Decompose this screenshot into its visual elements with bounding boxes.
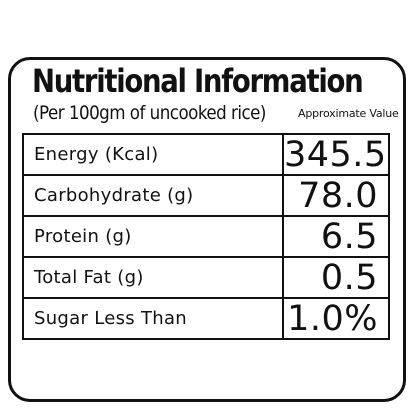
table-row: Total Fat (g) 0.5: [22, 256, 390, 299]
nutrition-table: Energy (Kcal) 345.5 Carbohydrate (g) 78.…: [22, 133, 390, 340]
serving-basis: (Per 100gm of uncooked rice): [33, 102, 266, 124]
table-row: Protein (g) 6.5: [22, 215, 390, 258]
total-fat-value: 0.5: [282, 256, 390, 299]
nutrition-panel: [8, 57, 406, 402]
total-fat-label: Total Fat (g): [22, 256, 284, 299]
subtitle-line: (Per 100gm of uncooked rice): [33, 101, 298, 126]
table-row: Carbohydrate (g) 78.0: [22, 174, 390, 217]
energy-value: 345.5: [282, 133, 390, 176]
table-row: Energy (Kcal) 345.5: [22, 133, 390, 176]
protein-value: 6.5: [282, 215, 390, 258]
sugar-label: Sugar Less Than: [22, 297, 284, 340]
approximate-value-note: Approximate Value: [298, 107, 399, 120]
sugar-value: 1.0%: [282, 297, 390, 340]
energy-label: Energy (Kcal): [22, 133, 284, 176]
carbohydrate-label: Carbohydrate (g): [22, 174, 284, 217]
panel-title: Nutritional Information: [32, 62, 364, 100]
protein-label: Protein (g): [22, 215, 284, 258]
table-row: Sugar Less Than 1.0%: [22, 297, 390, 340]
carbohydrate-value: 78.0: [282, 174, 390, 217]
